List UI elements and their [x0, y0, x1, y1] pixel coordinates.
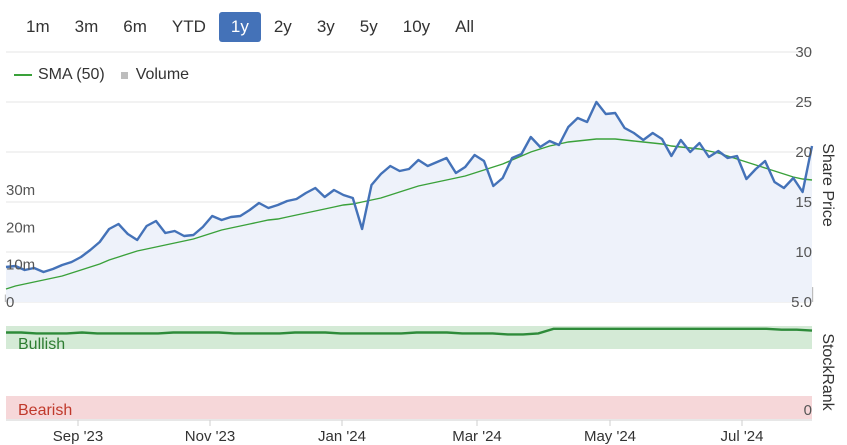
- price-tick-label: 5.0: [791, 294, 812, 311]
- stockrank-axis-title: StockRank: [819, 333, 836, 411]
- price-area-fill: [6, 102, 812, 302]
- volume-legend-swatch: [120, 71, 128, 79]
- price-tick-label: 30: [795, 44, 812, 61]
- range-button-3m[interactable]: 3m: [74, 17, 99, 36]
- volume-tick-label: 30m: [6, 182, 35, 199]
- sma-legend-swatch: [14, 74, 32, 76]
- range-button-6m[interactable]: 6m: [123, 17, 147, 36]
- stockrank-panel: Bullish Bearish 0: [6, 326, 813, 419]
- x-tick-label: Jan '24: [318, 428, 366, 445]
- range-button-10y[interactable]: 10y: [402, 17, 431, 36]
- range-button-5y[interactable]: 5y: [359, 17, 378, 36]
- price-tick-label: 25: [795, 94, 812, 111]
- x-tick-label: May '24: [584, 428, 636, 445]
- x-tick-label: Nov '23: [185, 428, 235, 445]
- price-tick-label: 20: [795, 144, 812, 161]
- x-axis: Sep '23 Nov '23 Jan '24 Mar '24 May '24 Jul '…: [6, 419, 812, 445]
- price-area: [6, 102, 812, 302]
- range-button-ytd[interactable]: YTD: [171, 17, 206, 36]
- bearish-band: [6, 396, 812, 419]
- price-tick-label: 15: [795, 194, 812, 211]
- volume-tick-label: 0: [6, 294, 14, 311]
- volume-axis: 30m 20m 10m 0: [6, 182, 35, 311]
- volume-legend-label[interactable]: Volume: [135, 66, 190, 83]
- range-button-3y[interactable]: 3y: [316, 17, 335, 36]
- price-series: [5, 100, 814, 274]
- bearish-label: Bearish: [18, 402, 72, 419]
- volume-tick-label: 10m: [6, 257, 35, 274]
- x-tick-label: Jul '24: [721, 428, 764, 445]
- volume-tick-label: 20m: [6, 219, 35, 236]
- range-selector: 1m 3m 6m YTD 1y 2y 3y 5y 10y All: [14, 12, 487, 44]
- x-tick-label: Mar '24: [452, 428, 502, 445]
- range-button-1m[interactable]: 1m: [26, 17, 50, 36]
- sma-legend-label[interactable]: SMA (50): [38, 66, 105, 83]
- price-line: [5, 100, 814, 274]
- chart-legend: SMA (50) Volume: [14, 66, 189, 84]
- stockrank-line: [6, 327, 813, 336]
- range-button-1y[interactable]: 1y: [218, 12, 261, 42]
- range-button-2y[interactable]: 2y: [273, 17, 292, 36]
- range-button-all[interactable]: All: [455, 17, 475, 36]
- stockrank-zero-label: 0: [804, 402, 812, 419]
- price-axis-title: Share Price: [819, 143, 836, 227]
- x-tick-label: Sep '23: [53, 428, 103, 445]
- price-tick-label: 10: [795, 244, 812, 261]
- price-axis: 30 25 20 15 10 5.0: [791, 44, 812, 311]
- bullish-label: Bullish: [18, 336, 65, 353]
